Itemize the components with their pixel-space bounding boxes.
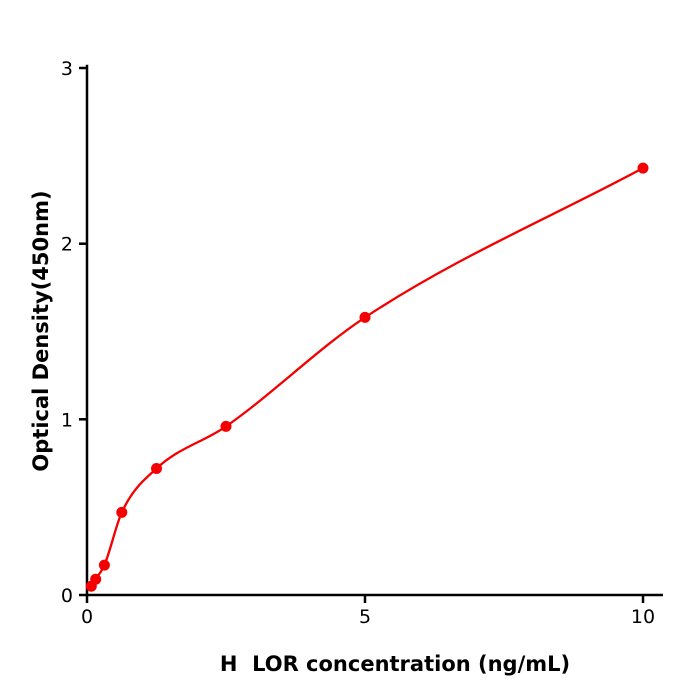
y-tick-label: 2 [61, 234, 73, 256]
data-point [220, 420, 232, 432]
fit-curve [90, 166, 645, 588]
x-tick-label: 0 [81, 606, 93, 628]
x-tick-label: 10 [631, 606, 655, 628]
data-point [90, 573, 102, 585]
y-tick-label: 3 [61, 58, 73, 80]
data-point [151, 463, 162, 474]
data-point [359, 311, 371, 323]
data-point [116, 506, 128, 518]
data-point [637, 162, 649, 174]
x-tick-label: 5 [359, 606, 371, 628]
y-tick-label: 0 [61, 585, 73, 607]
y-axis-label: Optical Density(450nm) [29, 190, 53, 472]
x-axis-label: H LOR concentration (ng/mL) [219, 652, 571, 676]
y-tick-label: 1 [61, 409, 73, 431]
data-point [98, 559, 110, 571]
